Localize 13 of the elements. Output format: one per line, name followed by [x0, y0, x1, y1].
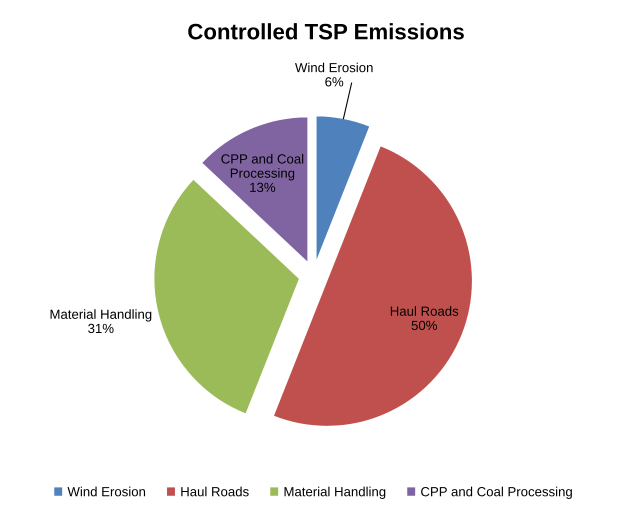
- legend-label: Material Handling: [284, 486, 386, 499]
- slice-label: Haul Roads: [390, 306, 458, 316]
- data-label: 13%: [250, 182, 276, 192]
- data-label: 6%: [325, 77, 344, 86]
- slice-label: Wind Erosion: [295, 62, 373, 72]
- slice-label: CPP and Coal Processing: [221, 154, 304, 180]
- data-label: 31%: [88, 324, 114, 334]
- legend-label: Haul Roads: [181, 486, 249, 496]
- slice-label: Material Handling: [50, 309, 152, 322]
- data-label: 50%: [412, 320, 437, 330]
- legend-label: Wind Erosion: [68, 486, 146, 496]
- chart-title: Controlled TSP Emissions: [188, 23, 464, 40]
- legend-label: CPP and Coal Processing: [421, 486, 572, 499]
